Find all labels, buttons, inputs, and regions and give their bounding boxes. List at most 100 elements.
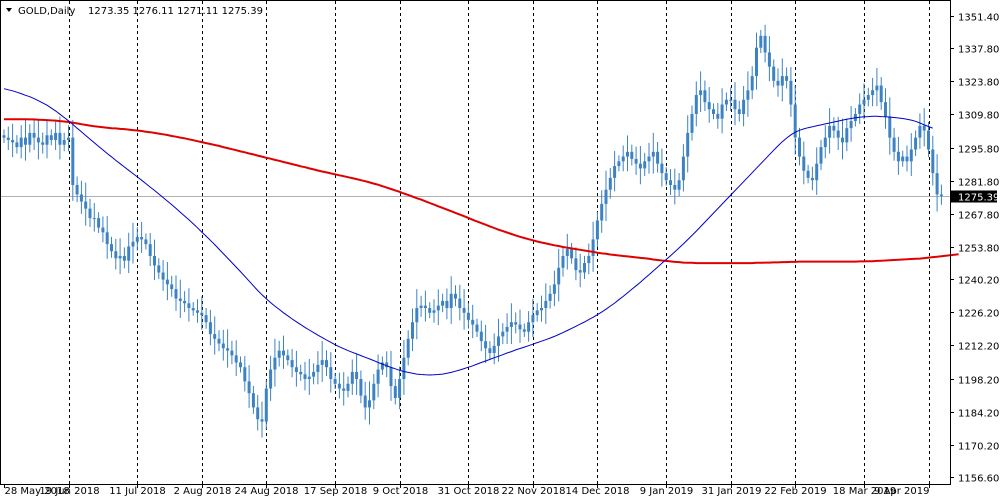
candle-body bbox=[836, 130, 840, 138]
candle-body bbox=[565, 248, 569, 256]
x-tick-label: 17 Sep 2018 bbox=[304, 486, 367, 497]
candle-body bbox=[350, 371, 354, 384]
candle-body bbox=[359, 379, 363, 396]
candle-body bbox=[570, 248, 574, 259]
collapse-triangle-icon[interactable] bbox=[6, 8, 12, 12]
candle-body bbox=[578, 270, 582, 273]
candle-body bbox=[819, 147, 823, 164]
candle-body bbox=[922, 125, 926, 131]
candle-body bbox=[428, 308, 432, 313]
candle-body bbox=[522, 329, 526, 332]
candle-body bbox=[660, 163, 664, 174]
candle-body bbox=[548, 293, 552, 301]
candle-body bbox=[45, 135, 49, 145]
candle-body bbox=[230, 350, 234, 356]
candle-layer bbox=[2, 24, 943, 438]
candle-body bbox=[144, 239, 148, 245]
candle-body bbox=[174, 289, 178, 299]
candle-body bbox=[445, 300, 449, 309]
candle-body bbox=[879, 85, 883, 103]
candle-body bbox=[368, 400, 371, 408]
y-tick-label: 1267.80 bbox=[958, 211, 999, 222]
candle-body bbox=[449, 293, 453, 309]
candle-body bbox=[234, 355, 238, 363]
candle-body bbox=[484, 341, 488, 349]
candle-body bbox=[84, 201, 88, 209]
candle-body bbox=[54, 132, 58, 141]
plot-frame bbox=[0, 0, 951, 485]
y-tick-label: 1240.20 bbox=[958, 276, 999, 287]
candle-body bbox=[664, 173, 668, 181]
candle-body bbox=[888, 116, 892, 138]
candle-body bbox=[88, 208, 92, 219]
candle-body bbox=[479, 331, 483, 342]
symbol-label: GOLD,Daily bbox=[18, 6, 75, 17]
candle-body bbox=[471, 319, 475, 325]
candle-body bbox=[393, 386, 397, 398]
candle-body bbox=[277, 350, 281, 358]
candle-body bbox=[329, 367, 333, 380]
candle-body bbox=[157, 265, 161, 273]
candle-body bbox=[561, 255, 565, 268]
candle-body bbox=[750, 76, 754, 91]
grid-layer bbox=[1, 1, 950, 484]
candle-body bbox=[488, 348, 492, 353]
candle-body bbox=[656, 151, 660, 164]
candle-body bbox=[918, 125, 922, 138]
y-tick-label: 1323.80 bbox=[958, 78, 999, 89]
candle-body bbox=[909, 149, 913, 162]
candle-body bbox=[858, 104, 862, 114]
candle-body bbox=[621, 156, 625, 162]
candle-body bbox=[398, 379, 402, 398]
candle-body bbox=[673, 184, 677, 190]
candle-body bbox=[247, 381, 251, 394]
candle-body bbox=[41, 142, 45, 145]
candle-body bbox=[798, 137, 801, 157]
candle-body bbox=[355, 371, 359, 380]
candle-body bbox=[122, 255, 126, 261]
candle-body bbox=[346, 383, 350, 391]
candle-body bbox=[505, 326, 509, 332]
candle-body bbox=[92, 218, 96, 220]
candle-body bbox=[591, 239, 595, 256]
candle-body bbox=[540, 308, 543, 311]
candle-body bbox=[316, 364, 320, 372]
y-tick-label: 1198.20 bbox=[958, 376, 999, 387]
candle-body bbox=[497, 336, 500, 346]
candle-body bbox=[935, 173, 939, 195]
candle-body bbox=[755, 47, 758, 77]
candle-body bbox=[527, 322, 531, 332]
x-tick-label: 9 Oct 2018 bbox=[373, 486, 428, 497]
candle-body bbox=[699, 90, 703, 96]
candle-body bbox=[686, 132, 690, 157]
candle-body bbox=[587, 255, 591, 264]
candle-body bbox=[737, 109, 741, 114]
candle-body bbox=[746, 90, 750, 100]
candle-body bbox=[2, 135, 6, 138]
candle-body bbox=[294, 367, 298, 372]
candle-body bbox=[256, 407, 260, 420]
candle-body bbox=[466, 312, 470, 320]
candle-body bbox=[767, 52, 771, 67]
x-tick-label: 31 Jan 2019 bbox=[702, 486, 762, 497]
y-tick-label: 1253.80 bbox=[958, 244, 999, 255]
y-tick-label: 1295.80 bbox=[958, 145, 999, 156]
candle-body bbox=[669, 180, 672, 185]
y-tick-label: 1212.20 bbox=[958, 342, 999, 353]
candle-body bbox=[901, 156, 905, 162]
candle-body bbox=[772, 66, 776, 81]
candle-body bbox=[183, 300, 187, 304]
candle-body bbox=[432, 310, 436, 313]
x-tick-label: 11 Jul 2018 bbox=[109, 486, 166, 497]
candle-body bbox=[815, 163, 819, 181]
x-tick-label: 19 Jun 2018 bbox=[39, 486, 99, 497]
candle-body bbox=[884, 102, 887, 117]
candle-body bbox=[299, 371, 303, 375]
candle-body bbox=[613, 166, 617, 178]
candle-body bbox=[694, 95, 698, 114]
chart-header: GOLD,Daily 1273.35 1276.11 1271.11 1275.… bbox=[6, 6, 263, 17]
